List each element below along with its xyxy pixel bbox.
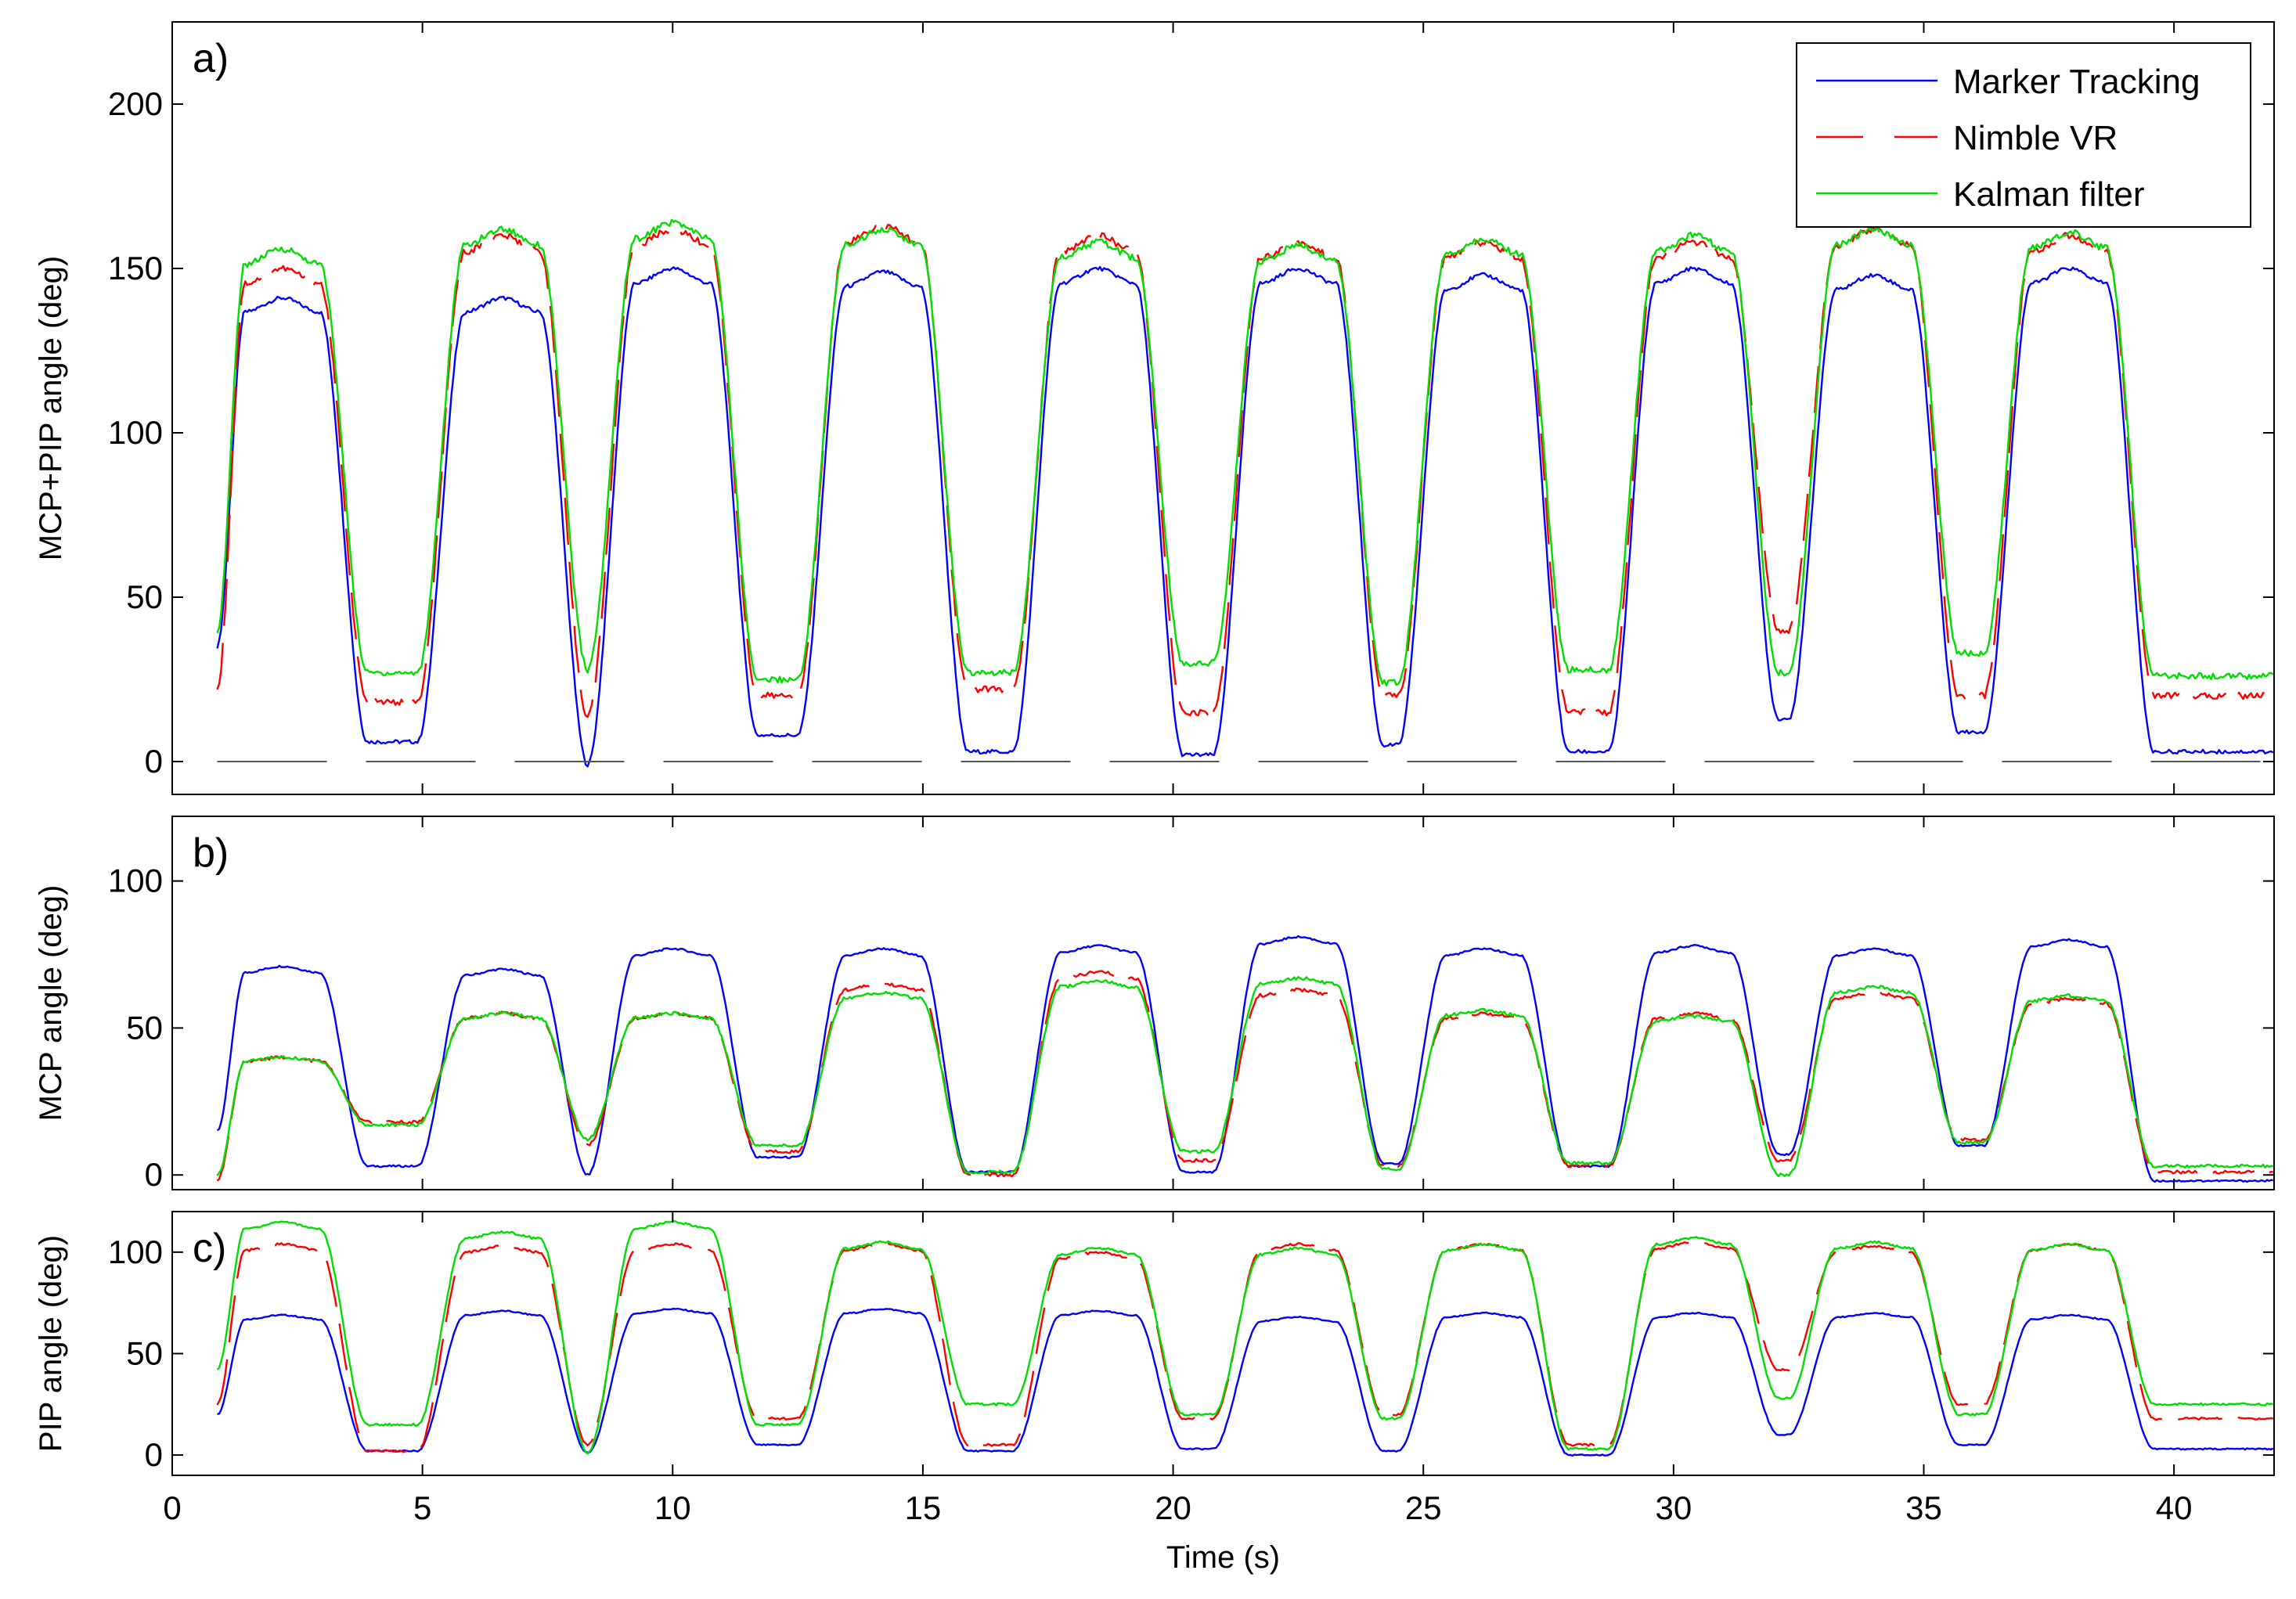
x-tick-label: 10	[654, 1489, 691, 1526]
legend-label: Marker Tracking	[1953, 63, 2200, 101]
x-axis-label: Time (s)	[1166, 1540, 1280, 1575]
y-axis-label: MCP angle (deg)	[34, 885, 68, 1122]
series-line-kalman-filter	[216, 218, 2274, 686]
panel-tag: c)	[193, 1226, 226, 1271]
x-tick-label: 20	[1155, 1489, 1191, 1526]
series-line-marker-tracking	[216, 265, 2274, 768]
x-tick-label: 0	[163, 1489, 181, 1526]
panel-frame	[171, 21, 2275, 795]
series-line-marker-tracking	[216, 935, 2273, 1183]
y-tick-label: 50	[126, 1009, 163, 1046]
y-axis-label: PIP angle (deg)	[34, 1235, 68, 1452]
x-tick-label: 5	[413, 1489, 431, 1526]
y-tick-label: 0	[145, 1436, 163, 1473]
series-line-nimble-vr	[216, 222, 2274, 718]
panel-c: 0 50 100 c) PIP angle (deg)	[34, 1211, 2275, 1476]
panel-frame	[171, 1211, 2275, 1476]
y-tick-label: 150	[108, 250, 163, 286]
panel-frame	[171, 816, 2275, 1190]
panel-tag: b)	[193, 830, 229, 876]
x-tick-label: 40	[2156, 1489, 2193, 1526]
series-line-marker-tracking	[217, 1307, 2274, 1457]
legend-label: Nimble VR	[1953, 119, 2118, 157]
x-tick-label: 35	[1905, 1489, 1942, 1526]
y-tick-label: 50	[126, 578, 163, 615]
x-tick-label: 30	[1655, 1489, 1692, 1526]
y-tick-label: 100	[108, 1233, 163, 1270]
panel-tag: a)	[193, 36, 229, 81]
x-tick-label: 15	[905, 1489, 942, 1526]
y-tick-label: 200	[108, 85, 163, 122]
x-tick-label: 25	[1405, 1489, 1442, 1526]
y-tick-label: 50	[126, 1334, 163, 1371]
y-tick-label: 100	[108, 863, 163, 899]
y-tick-label: 0	[145, 743, 163, 780]
y-axis-label: MCP+PIP angle (deg)	[34, 256, 68, 560]
series-line-kalman-filter	[216, 1220, 2273, 1455]
legend-label: Kalman filter	[1953, 175, 2145, 214]
panel-b: 0 50 100 b) MCP angle (deg)	[34, 816, 2275, 1193]
legend: Marker Tracking Nimble VR Kalman filter	[1796, 42, 2251, 228]
panel-a: 0 50 100 150 200 a) MCP+PIP angle (deg)	[34, 21, 2275, 795]
series-line-kalman-filter	[216, 976, 2273, 1177]
y-tick-label: 0	[145, 1156, 163, 1193]
y-tick-label: 100	[108, 414, 163, 451]
